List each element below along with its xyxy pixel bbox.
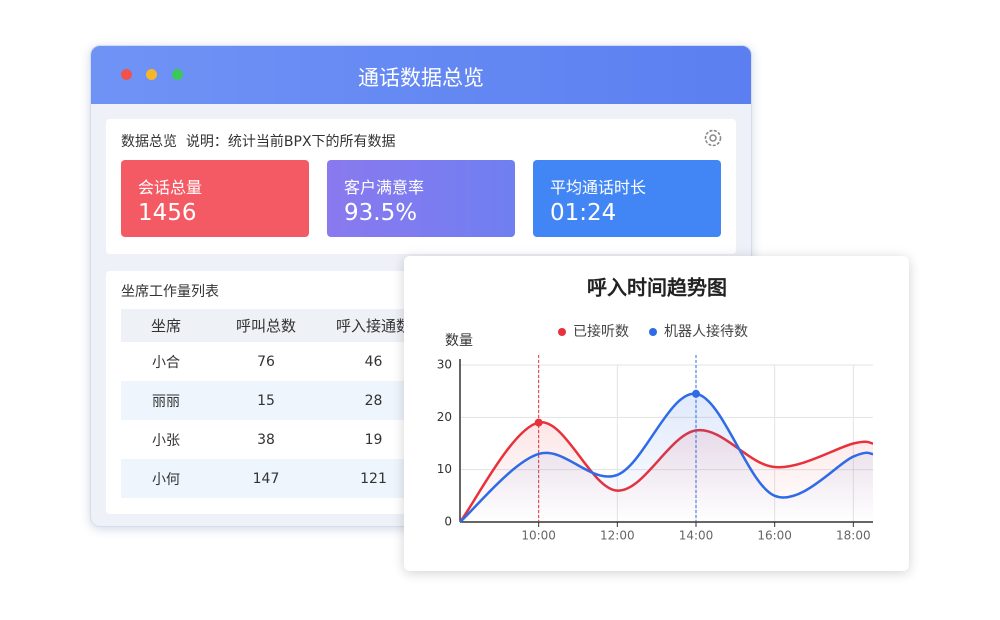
table-cell: 15: [211, 381, 321, 420]
y-tick-label: 0: [444, 515, 452, 529]
legend-marker: [558, 328, 566, 336]
table-row: 小张 38 19: [121, 420, 721, 459]
window-title: 通话数据总览: [358, 66, 484, 90]
settings-icon[interactable]: [703, 128, 723, 148]
table-cell: 76: [257, 353, 275, 370]
table-cell: 147: [211, 459, 321, 498]
window-header: 通话数据总览: [91, 46, 751, 104]
column-header: 坐席: [121, 309, 211, 342]
stat-label: 会话总量: [138, 178, 203, 197]
y-axis-label: 数量: [445, 333, 473, 349]
table-row: 小合 76 46: [121, 342, 721, 381]
series-area: [460, 393, 873, 522]
y-tick-label: 30: [437, 358, 452, 372]
stat-card: 客户满意率 93.5%: [327, 160, 515, 237]
legend-marker: [649, 328, 657, 336]
y-tick-label: 20: [437, 410, 452, 424]
table-cell: 丽丽: [121, 381, 211, 420]
close-dot[interactable]: [121, 69, 132, 80]
x-tick-label: 10:00: [521, 529, 556, 543]
x-tick-label: 12:00: [600, 529, 635, 543]
table-cell: 小何: [121, 459, 211, 498]
stat-label: 平均通话时长: [550, 178, 647, 197]
chart-title: 呼入时间趋势图: [587, 276, 727, 300]
overview-note: 说明：统计当前BPX下的所有数据: [185, 134, 396, 150]
chart: 呼入时间趋势图 数量 0 10 20 30 10:00 12:00 14:00 16:00 18…: [437, 276, 874, 543]
stat-card: 平均通话时长 01:24: [533, 160, 721, 237]
table-cell: 38: [257, 431, 275, 448]
x-tick-label: 16:00: [757, 529, 792, 543]
highlight-point: [534, 418, 543, 427]
table-title: 坐席工作量列表: [121, 284, 219, 300]
stat-value: 01:24: [550, 200, 617, 226]
table-cell: 小张: [152, 432, 180, 449]
table-cell: 19: [364, 431, 383, 448]
highlight-point: [692, 389, 700, 398]
stat-value: 1456: [138, 200, 197, 226]
stat-value: 93.5%: [344, 200, 418, 226]
minimize-dot[interactable]: [146, 69, 157, 80]
x-tick-label: 18:00: [836, 529, 871, 543]
overview-heading: 数据总览 说明：统计当前BPX下的所有数据: [121, 131, 396, 151]
legend-label: 机器人接待数: [664, 323, 748, 340]
stat-label: 客户满意率: [344, 178, 425, 197]
chart-card: 呼入时间趋势图 数量 0 10 20 30 10:00 12:00 14:00 16:00 18…: [404, 256, 909, 571]
maximize-dot[interactable]: [172, 69, 183, 80]
y-tick-label: 10: [437, 462, 452, 476]
table-cell: 46: [364, 353, 383, 370]
overview-title: 数据总览: [121, 134, 177, 150]
overview-panel: 数据总览 说明：统计当前BPX下的所有数据 会话总量 1456 客户满意率 93.5…: [106, 119, 736, 254]
column-header: 呼叫总数: [211, 309, 321, 342]
table-cell: 小合: [152, 354, 180, 371]
stat-card: 会话总量 1456: [121, 160, 309, 237]
legend-label: 已接听数: [573, 323, 629, 340]
x-tick-label: 14:00: [679, 529, 714, 543]
